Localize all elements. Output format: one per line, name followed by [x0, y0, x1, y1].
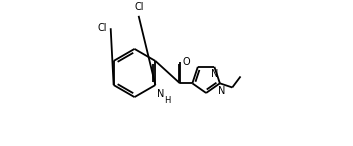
Text: N: N	[157, 89, 165, 99]
Text: N: N	[211, 69, 218, 79]
Text: Cl: Cl	[97, 22, 107, 33]
Text: O: O	[183, 57, 191, 67]
Text: H: H	[164, 96, 170, 105]
Text: Cl: Cl	[134, 2, 144, 12]
Text: N: N	[219, 86, 226, 96]
